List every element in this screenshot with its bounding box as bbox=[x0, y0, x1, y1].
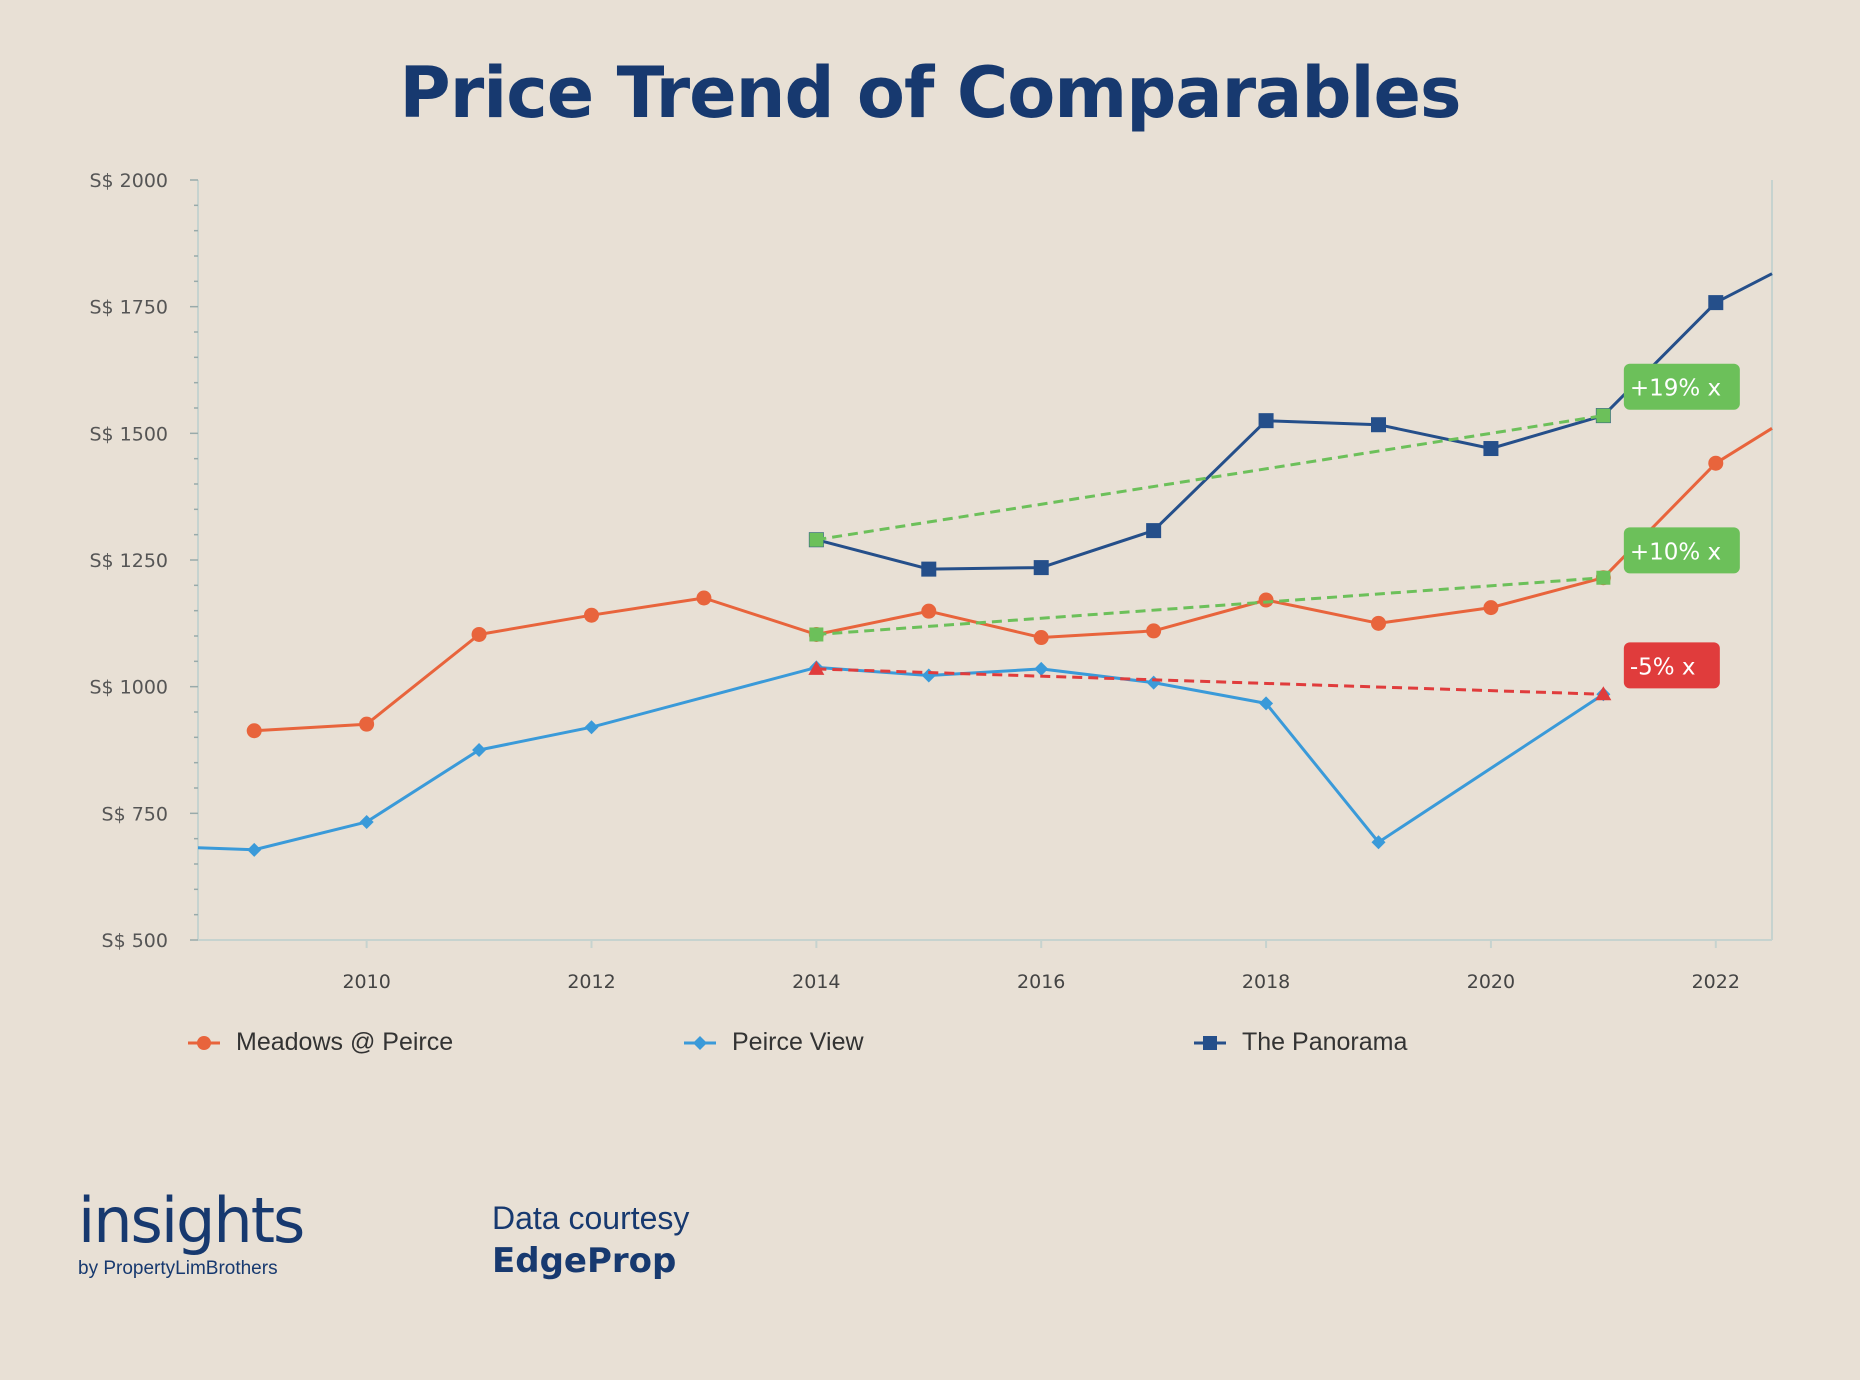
trend-endpoint bbox=[809, 627, 824, 642]
y-tick-label: S$ 750 bbox=[102, 803, 168, 825]
data-point bbox=[584, 607, 599, 623]
trend-endpoint bbox=[1596, 408, 1611, 423]
legend-item-panorama[interactable]: The Panorama bbox=[1192, 1028, 1407, 1057]
data-point bbox=[921, 603, 937, 619]
data-point bbox=[1146, 623, 1162, 639]
data-point bbox=[1146, 523, 1162, 539]
trend-endpoint bbox=[809, 532, 824, 547]
trend-badge bbox=[1623, 363, 1740, 410]
x-tick-label: 2018 bbox=[1242, 971, 1290, 993]
courtesy-label: Data courtesy bbox=[492, 1200, 690, 1236]
x-tick-label: 2014 bbox=[792, 971, 840, 993]
trend-line bbox=[816, 414, 1604, 542]
data-point bbox=[1371, 417, 1386, 433]
trend-badge-label: +10% x bbox=[1630, 539, 1721, 565]
x-tick-label: 2020 bbox=[1467, 971, 1515, 993]
trend-line bbox=[816, 667, 1604, 696]
y-tick-label: S$ 1750 bbox=[89, 297, 168, 319]
trend-endpoint bbox=[1596, 570, 1611, 585]
square-marker-icon bbox=[1194, 1035, 1226, 1050]
legend-label: The Panorama bbox=[1242, 1028, 1408, 1056]
logo-word: insights bbox=[78, 1184, 305, 1257]
data-point bbox=[359, 814, 374, 829]
y-tick-label: S$ 500 bbox=[102, 930, 168, 952]
data-point bbox=[1146, 675, 1161, 690]
y-tick-label: S$ 1000 bbox=[89, 677, 168, 699]
data-point bbox=[1033, 630, 1049, 646]
trend-badge bbox=[1623, 527, 1740, 574]
y-tick-labels: S$ 500 S$ 750 S$ 1000 S$ 1250 S$ 1500 S$ 1750… bbox=[89, 170, 168, 952]
trend-endpoint bbox=[808, 660, 825, 675]
data-point bbox=[1258, 592, 1274, 608]
data-point bbox=[1371, 615, 1386, 631]
data-courtesy: Data courtesy EdgeProp bbox=[492, 1200, 689, 1281]
data-point bbox=[1708, 455, 1724, 471]
trend-annotations: +19% x +10% x -5% x bbox=[808, 363, 1740, 701]
data-point bbox=[1371, 835, 1386, 850]
page-title: Price Trend of Comparables bbox=[399, 52, 1461, 134]
x-tick-label: 2010 bbox=[342, 971, 390, 993]
legend: Meadows @ Peirce Peirce View The Panoram… bbox=[0, 1028, 1860, 1068]
insights-logo: insights by PropertyLimBrothers bbox=[78, 1184, 305, 1280]
y-tick-label: S$ 2000 bbox=[89, 170, 168, 192]
diamond-marker-icon bbox=[684, 1035, 716, 1050]
data-point bbox=[1708, 295, 1724, 311]
data-point bbox=[1483, 600, 1499, 616]
data-point bbox=[246, 723, 262, 739]
data-point bbox=[1034, 661, 1049, 676]
x-tick-label: 2022 bbox=[1692, 971, 1740, 993]
data-point bbox=[921, 561, 937, 577]
x-tick-labels: 2010 2012 2014 2016 2018 2020 2022 bbox=[342, 940, 1740, 993]
chart-axes bbox=[197, 180, 1773, 941]
data-point bbox=[359, 716, 375, 732]
data-point bbox=[921, 668, 936, 683]
trend-endpoint bbox=[1595, 686, 1612, 701]
trend-badge-label: +19% x bbox=[1630, 376, 1721, 402]
data-point bbox=[1258, 413, 1274, 429]
data-point bbox=[472, 743, 487, 757]
series-lines bbox=[197, 272, 1773, 857]
data-point bbox=[584, 720, 599, 735]
courtesy-source: EdgeProp bbox=[492, 1241, 677, 1281]
circle-marker-icon bbox=[188, 1035, 220, 1050]
x-tick-label: 2016 bbox=[1017, 971, 1065, 993]
legend-label: Meadows @ Peirce bbox=[236, 1028, 454, 1056]
data-point bbox=[1033, 560, 1049, 576]
logo-subtitle: by PropertyLimBrothers bbox=[78, 1258, 278, 1279]
legend-item-peirce-view[interactable]: Peirce View bbox=[682, 1028, 864, 1057]
y-tick-label: S$ 1250 bbox=[89, 550, 168, 572]
legend-label: Peirce View bbox=[732, 1028, 864, 1056]
data-point bbox=[247, 842, 262, 857]
data-point bbox=[696, 590, 712, 606]
series-line bbox=[197, 665, 1605, 852]
data-point bbox=[1483, 441, 1499, 457]
trend-badge-label: -5% x bbox=[1630, 654, 1696, 680]
data-point bbox=[1259, 696, 1274, 711]
legend-item-meadows[interactable]: Meadows @ Peirce bbox=[186, 1028, 453, 1057]
y-tick-label: S$ 1500 bbox=[89, 423, 168, 445]
series-line bbox=[254, 427, 1773, 733]
series-line bbox=[816, 272, 1773, 571]
y-minor-ticks bbox=[190, 179, 198, 941]
data-point bbox=[471, 626, 487, 642]
trend-badge bbox=[1623, 642, 1720, 689]
trend-line bbox=[816, 576, 1604, 636]
x-tick-label: 2012 bbox=[567, 971, 615, 993]
